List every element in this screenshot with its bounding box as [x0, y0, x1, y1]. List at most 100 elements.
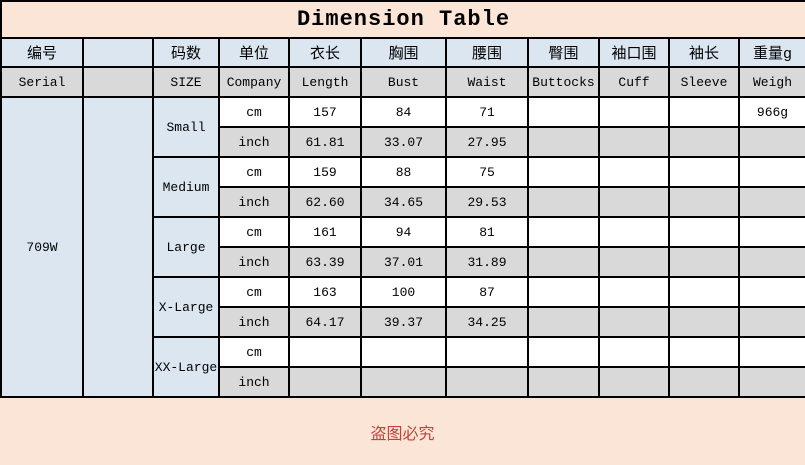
header-en-waist: Waist — [445, 66, 529, 98]
row-xlarge-inch: inch 64.17 39.37 34.25 — [1, 306, 805, 338]
value-cell — [737, 336, 805, 368]
header-cn-blank — [82, 37, 154, 68]
header-en-cuff: Cuff — [598, 66, 670, 98]
value-cell — [668, 216, 740, 248]
value-cell — [598, 306, 670, 338]
value-cell — [668, 156, 740, 188]
unit-cell: inch — [218, 246, 290, 278]
unit-cell: cm — [218, 216, 290, 248]
size-label-xxlarge: XX-Large — [152, 336, 220, 398]
value-cell — [527, 96, 600, 128]
value-cell: 81 — [445, 216, 529, 248]
size-label-medium: Medium — [152, 156, 220, 218]
size-label-small: Small — [152, 96, 220, 158]
value-cell: 71 — [445, 96, 529, 128]
value-cell — [737, 276, 805, 308]
size-label-xlarge: X-Large — [152, 276, 220, 338]
header-row-english: Serial SIZE Company Length Bust Waist Bu… — [0, 66, 805, 98]
value-cell: 39.37 — [360, 306, 447, 338]
value-cell — [737, 186, 805, 218]
row-xlarge-cm: X-Large cm 163 100 87 — [1, 276, 805, 338]
value-cell — [737, 216, 805, 248]
value-cell — [445, 336, 529, 368]
dimension-table: Dimension Table 编号 码数 单位 衣长 胸围 腰围 臀围 袖口围… — [0, 0, 805, 398]
value-cell — [737, 156, 805, 188]
value-cell — [598, 96, 670, 128]
value-cell: 29.53 — [445, 186, 529, 218]
unit-cell: inch — [218, 186, 290, 218]
header-en-sleeve: Sleeve — [668, 66, 740, 98]
value-cell: 159 — [288, 156, 362, 188]
row-large-inch: inch 63.39 37.01 31.89 — [1, 246, 805, 278]
value-cell: 27.95 — [445, 126, 529, 158]
value-cell — [668, 246, 740, 278]
header-cn-buttocks: 臀围 — [527, 37, 600, 68]
header-en-unit: Company — [218, 66, 290, 98]
value-cell — [360, 366, 447, 398]
header-cn-sleeve: 袖长 — [668, 37, 740, 68]
value-cell — [737, 306, 805, 338]
value-cell — [668, 306, 740, 338]
unit-cell: cm — [218, 96, 290, 128]
row-medium-cm: Medium cm 159 88 75 — [1, 156, 805, 218]
value-cell — [288, 336, 362, 368]
unit-cell: inch — [218, 126, 290, 158]
header-cn-length: 衣长 — [288, 37, 362, 68]
value-cell — [527, 276, 600, 308]
value-cell: 157 — [288, 96, 362, 128]
value-cell — [288, 366, 362, 398]
value-cell — [598, 186, 670, 218]
header-cn-weight: 重量g — [737, 37, 805, 68]
header-row-chinese: 编号 码数 单位 衣长 胸围 腰围 臀围 袖口围 袖长 重量g — [0, 37, 805, 68]
title-row: Dimension Table — [0, 0, 805, 39]
row-xxlarge-cm: XX-Large cm — [1, 336, 805, 398]
unit-cell: cm — [218, 336, 290, 368]
value-cell: 64.17 — [288, 306, 362, 338]
value-cell — [668, 186, 740, 218]
value-cell — [668, 96, 740, 128]
header-en-serial: Serial — [0, 66, 84, 98]
value-cell — [668, 366, 740, 398]
header-en-bust: Bust — [360, 66, 447, 98]
value-cell — [598, 336, 670, 368]
value-cell — [598, 276, 670, 308]
header-cn-waist: 腰围 — [445, 37, 529, 68]
value-cell — [598, 216, 670, 248]
row-small-cm: 709W Small cm 157 84 71 966g — [0, 96, 805, 398]
value-cell — [527, 336, 600, 368]
header-en-weight: Weigh — [737, 66, 805, 98]
value-cell — [668, 126, 740, 158]
anti-piracy-notice: 盗图必究 — [0, 398, 805, 465]
row-large-cm: Large cm 161 94 81 — [1, 216, 805, 278]
value-cell — [737, 246, 805, 278]
value-cell — [598, 246, 670, 278]
value-cell — [598, 126, 670, 158]
header-en-size: SIZE — [152, 66, 220, 98]
value-cell: 161 — [288, 216, 362, 248]
header-en-length: Length — [288, 66, 362, 98]
unit-cell: inch — [218, 366, 290, 398]
value-cell — [668, 276, 740, 308]
value-cell: 966g — [737, 96, 805, 128]
value-cell: 88 — [360, 156, 447, 188]
value-cell: 75 — [445, 156, 529, 188]
value-cell — [360, 336, 447, 368]
serial-cell: 709W — [0, 96, 84, 398]
value-cell — [598, 366, 670, 398]
blank-column-cell — [82, 96, 154, 398]
unit-cell: cm — [218, 276, 290, 308]
value-cell: 61.81 — [288, 126, 362, 158]
value-cell — [598, 156, 670, 188]
header-cn-cuff: 袖口围 — [598, 37, 670, 68]
value-cell: 31.89 — [445, 246, 529, 278]
value-cell — [527, 216, 600, 248]
value-cell — [527, 366, 600, 398]
header-cn-size: 码数 — [152, 37, 220, 68]
value-cell: 94 — [360, 216, 447, 248]
header-cn-unit: 单位 — [218, 37, 290, 68]
value-cell: 87 — [445, 276, 529, 308]
header-cn-serial: 编号 — [0, 37, 84, 68]
value-cell — [737, 126, 805, 158]
value-cell — [527, 126, 600, 158]
value-cell — [445, 366, 529, 398]
